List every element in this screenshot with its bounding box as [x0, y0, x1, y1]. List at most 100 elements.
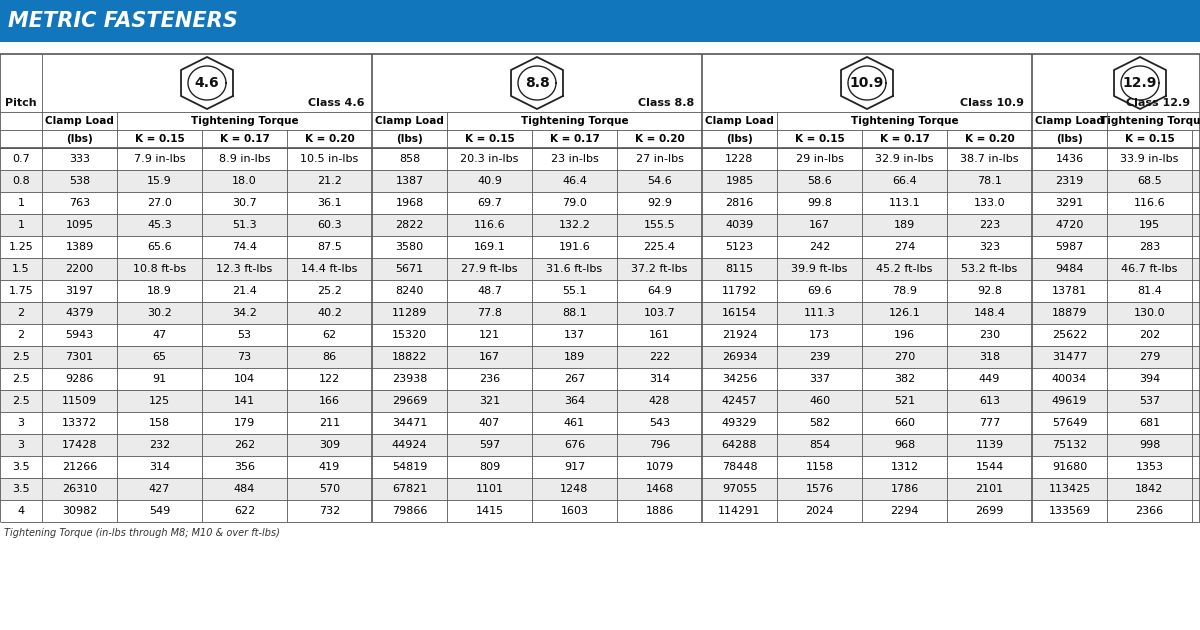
Text: 428: 428 — [649, 396, 670, 406]
Text: 4.6: 4.6 — [194, 76, 220, 90]
Text: 1886: 1886 — [646, 506, 673, 516]
Text: 64288: 64288 — [721, 440, 757, 450]
Text: 549: 549 — [149, 506, 170, 516]
Text: 5123: 5123 — [726, 242, 754, 252]
Text: 27.0: 27.0 — [148, 198, 172, 208]
Text: 11509: 11509 — [62, 396, 97, 406]
Text: 27 in-lbs: 27 in-lbs — [636, 154, 684, 164]
Text: Clamp Load: Clamp Load — [46, 116, 114, 126]
Text: 62: 62 — [323, 330, 336, 340]
Text: 2024: 2024 — [805, 506, 834, 516]
Text: 309: 309 — [319, 440, 340, 450]
Text: 26934: 26934 — [722, 352, 757, 362]
Text: 1.75: 1.75 — [8, 286, 34, 296]
Text: 91680: 91680 — [1052, 462, 1087, 472]
Text: 2294: 2294 — [890, 506, 919, 516]
Text: 0.7: 0.7 — [12, 154, 30, 164]
Text: 86: 86 — [323, 352, 336, 362]
Text: 32.9 in-lbs: 32.9 in-lbs — [875, 154, 934, 164]
Text: 49329: 49329 — [721, 418, 757, 428]
Text: 148.4: 148.4 — [973, 308, 1006, 318]
Bar — [0, 500, 1200, 522]
Text: 78448: 78448 — [721, 462, 757, 472]
Text: 419: 419 — [319, 462, 340, 472]
Text: 622: 622 — [234, 506, 256, 516]
Text: 1139: 1139 — [976, 440, 1003, 450]
Text: 356: 356 — [234, 462, 256, 472]
Text: 8115: 8115 — [726, 264, 754, 274]
Text: 20.3 in-lbs: 20.3 in-lbs — [461, 154, 518, 164]
Text: 1786: 1786 — [890, 484, 919, 494]
Text: 23938: 23938 — [392, 374, 427, 384]
Text: 323: 323 — [979, 242, 1000, 252]
Text: 223: 223 — [979, 220, 1000, 230]
Text: 40034: 40034 — [1052, 374, 1087, 384]
Text: 173: 173 — [809, 330, 830, 340]
Text: 39.9 ft-lbs: 39.9 ft-lbs — [791, 264, 847, 274]
Text: 13781: 13781 — [1052, 286, 1087, 296]
Text: 274: 274 — [894, 242, 916, 252]
Text: 21.2: 21.2 — [317, 176, 342, 186]
Text: 137: 137 — [564, 330, 586, 340]
Bar — [0, 456, 1200, 478]
Text: 4720: 4720 — [1055, 220, 1084, 230]
Text: 236: 236 — [479, 374, 500, 384]
Text: 87.5: 87.5 — [317, 242, 342, 252]
Text: 79.0: 79.0 — [562, 198, 587, 208]
Text: 460: 460 — [809, 396, 830, 406]
Text: 73: 73 — [238, 352, 252, 362]
Text: 38.7 in-lbs: 38.7 in-lbs — [960, 154, 1019, 164]
Text: 51.3: 51.3 — [232, 220, 257, 230]
Text: 79866: 79866 — [392, 506, 427, 516]
Text: 25.2: 25.2 — [317, 286, 342, 296]
Text: 1228: 1228 — [725, 154, 754, 164]
Bar — [0, 0, 1200, 42]
Text: 161: 161 — [649, 330, 670, 340]
Text: K = 0.15: K = 0.15 — [464, 134, 515, 144]
Text: 2101: 2101 — [976, 484, 1003, 494]
Text: 11792: 11792 — [722, 286, 757, 296]
Text: 69.7: 69.7 — [478, 198, 502, 208]
Text: K = 0.17: K = 0.17 — [220, 134, 270, 144]
Text: 239: 239 — [809, 352, 830, 362]
Text: 8.8: 8.8 — [524, 76, 550, 90]
Text: 796: 796 — [649, 440, 670, 450]
Text: 858: 858 — [398, 154, 420, 164]
Text: 5943: 5943 — [65, 330, 94, 340]
Text: 34.2: 34.2 — [232, 308, 257, 318]
Text: 2.5: 2.5 — [12, 352, 30, 362]
Text: 81.4: 81.4 — [1138, 286, 1162, 296]
Text: 141: 141 — [234, 396, 256, 406]
Text: 111.3: 111.3 — [804, 308, 835, 318]
Text: Class 10.9: Class 10.9 — [960, 98, 1024, 108]
Text: 427: 427 — [149, 484, 170, 494]
Text: 104: 104 — [234, 374, 256, 384]
Text: 917: 917 — [564, 462, 586, 472]
Text: 242: 242 — [809, 242, 830, 252]
Text: 64.9: 64.9 — [647, 286, 672, 296]
Text: 46.4: 46.4 — [562, 176, 587, 186]
Bar — [0, 280, 1200, 302]
Text: (lbs): (lbs) — [396, 134, 422, 144]
Text: 92.8: 92.8 — [977, 286, 1002, 296]
Text: 74.4: 74.4 — [232, 242, 257, 252]
Text: 681: 681 — [1139, 418, 1160, 428]
Text: 78.1: 78.1 — [977, 176, 1002, 186]
Text: 75132: 75132 — [1052, 440, 1087, 450]
Text: 66.4: 66.4 — [892, 176, 917, 186]
Text: 364: 364 — [564, 396, 586, 406]
Bar — [0, 258, 1200, 280]
Text: K = 0.17: K = 0.17 — [550, 134, 600, 144]
Text: 230: 230 — [979, 330, 1000, 340]
Text: 14.4 ft-lbs: 14.4 ft-lbs — [301, 264, 358, 274]
Text: 382: 382 — [894, 374, 916, 384]
Text: 270: 270 — [894, 352, 916, 362]
Bar — [0, 170, 1200, 192]
Text: 484: 484 — [234, 484, 256, 494]
Text: 7301: 7301 — [66, 352, 94, 362]
Text: 30.2: 30.2 — [148, 308, 172, 318]
Text: 537: 537 — [1139, 396, 1160, 406]
Text: 10.9: 10.9 — [850, 76, 884, 90]
Bar — [0, 148, 1200, 170]
Text: 30.7: 30.7 — [232, 198, 257, 208]
